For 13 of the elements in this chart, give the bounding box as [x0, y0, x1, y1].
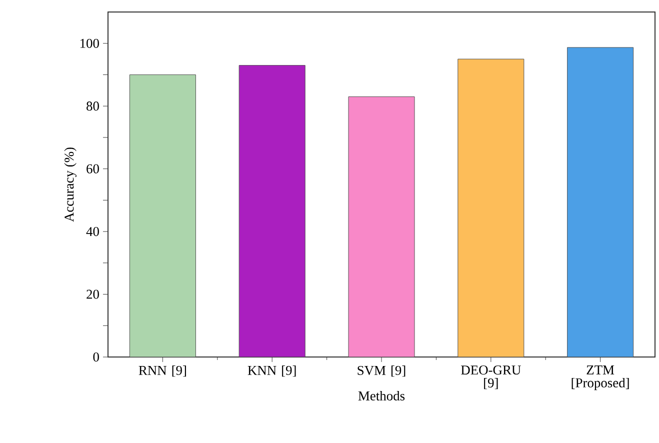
- x-axis-title: Methods: [358, 390, 405, 400]
- x-tick-label: KNN [9]: [248, 366, 296, 377]
- x-tick-label: SVM [9]: [358, 366, 406, 377]
- y-tick-label: 100: [80, 38, 99, 48]
- y-tick-label: 80: [86, 102, 99, 111]
- y-tick-label: 40: [86, 227, 99, 236]
- y-tick-label: 20: [86, 290, 99, 299]
- x-tick-label: ZTM [Proposed]: [572, 366, 629, 390]
- x-tick-label: RNN [9]: [138, 366, 186, 377]
- y-tick-label: 0: [93, 352, 99, 362]
- y-tick-label: 60: [86, 164, 99, 174]
- x-tick-label: DEO-GRU [9]: [461, 366, 521, 390]
- y-axis-title: Accuracy (%): [64, 148, 76, 222]
